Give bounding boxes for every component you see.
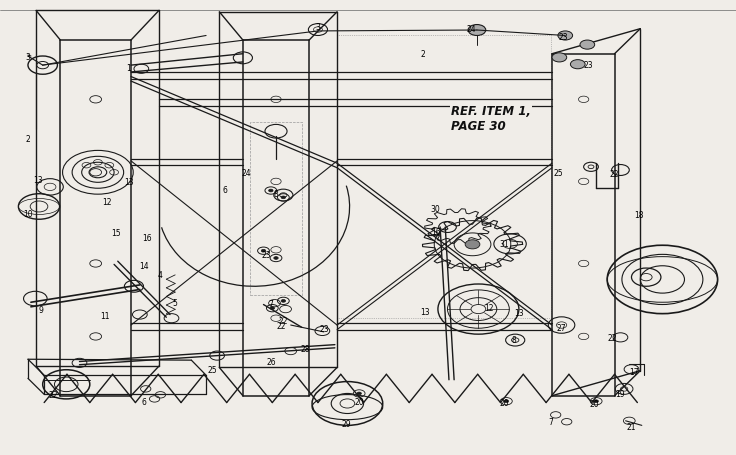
Text: 3: 3 [26, 52, 30, 61]
Circle shape [270, 307, 275, 310]
Text: 26: 26 [266, 357, 276, 366]
Text: 24: 24 [466, 25, 476, 34]
Text: 22: 22 [49, 390, 57, 399]
Text: 22: 22 [610, 169, 619, 178]
Text: 25: 25 [207, 365, 217, 374]
Text: 8: 8 [274, 190, 278, 199]
Text: 17: 17 [629, 367, 640, 376]
Text: 20: 20 [354, 397, 364, 406]
Text: 13: 13 [420, 307, 431, 316]
Circle shape [504, 400, 509, 403]
Circle shape [274, 257, 278, 260]
Text: 7: 7 [269, 299, 273, 308]
Circle shape [468, 25, 486, 36]
Text: 6: 6 [141, 397, 146, 406]
Text: 13: 13 [33, 175, 43, 184]
Bar [337, 36, 551, 318]
Text: 22: 22 [279, 316, 288, 325]
Text: 5: 5 [173, 298, 177, 307]
Text: 25: 25 [553, 168, 563, 177]
Text: 16: 16 [142, 233, 152, 242]
Text: REF. ITEM 1,
PAGE 30: REF. ITEM 1, PAGE 30 [451, 104, 531, 132]
Text: 23: 23 [261, 250, 272, 259]
Circle shape [552, 54, 567, 63]
Text: 9: 9 [38, 305, 43, 314]
Text: 13: 13 [514, 308, 524, 317]
Bar [250, 123, 302, 296]
Text: 1: 1 [127, 64, 131, 73]
Circle shape [261, 250, 266, 253]
Text: 3: 3 [316, 23, 320, 32]
Text: 14: 14 [138, 262, 149, 271]
Circle shape [580, 41, 595, 50]
Text: 13: 13 [124, 177, 134, 187]
Text: 16: 16 [431, 228, 441, 237]
Circle shape [570, 61, 585, 70]
Text: 15: 15 [110, 229, 121, 238]
Text: 22: 22 [608, 333, 617, 342]
Text: 8: 8 [512, 335, 516, 344]
Circle shape [357, 392, 361, 395]
Text: 2: 2 [26, 134, 30, 143]
Text: 12: 12 [485, 303, 494, 313]
Text: 28: 28 [301, 344, 310, 354]
Text: 27: 27 [556, 323, 567, 332]
Text: 19: 19 [615, 389, 625, 398]
Text: 18: 18 [634, 210, 643, 219]
Text: 31: 31 [499, 240, 509, 249]
Text: 10: 10 [23, 209, 33, 218]
Circle shape [594, 400, 598, 403]
Text: 12: 12 [102, 198, 111, 207]
Text: 6: 6 [222, 186, 227, 195]
Circle shape [281, 300, 286, 303]
Circle shape [281, 197, 286, 199]
Text: 11: 11 [101, 312, 110, 321]
Text: 20: 20 [499, 398, 509, 407]
Text: 23: 23 [584, 61, 594, 70]
Text: 4: 4 [158, 271, 163, 280]
Text: 29: 29 [341, 420, 351, 429]
Circle shape [465, 240, 480, 249]
Text: 2: 2 [421, 50, 425, 59]
Text: 30: 30 [431, 205, 441, 214]
Text: 22: 22 [277, 322, 286, 331]
Text: 21: 21 [627, 422, 636, 431]
Text: 7: 7 [548, 417, 553, 426]
Text: 24: 24 [241, 168, 252, 177]
Circle shape [558, 32, 573, 41]
Text: 23: 23 [319, 324, 329, 333]
Text: 23: 23 [558, 33, 568, 42]
Text: 20: 20 [590, 399, 600, 408]
Circle shape [269, 190, 273, 192]
